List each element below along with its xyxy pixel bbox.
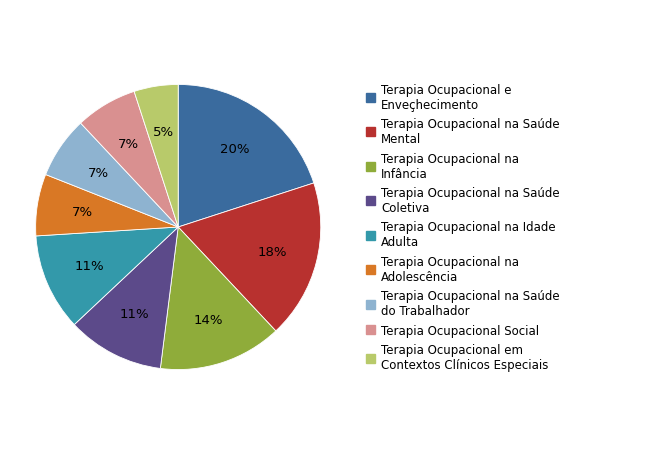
Legend: Terapia Ocupacional e
Enveçhecimento, Terapia Ocupacional na Saúde
Mental, Terap: Terapia Ocupacional e Enveçhecimento, Te… — [362, 80, 563, 375]
Text: 18%: 18% — [257, 245, 287, 258]
Wedge shape — [45, 124, 178, 228]
Wedge shape — [160, 228, 276, 370]
Text: 11%: 11% — [119, 307, 149, 320]
Text: 11%: 11% — [75, 259, 104, 273]
Text: 7%: 7% — [72, 206, 93, 219]
Wedge shape — [178, 85, 314, 228]
Wedge shape — [80, 92, 178, 228]
Wedge shape — [75, 228, 178, 369]
Wedge shape — [134, 85, 178, 228]
Text: 5%: 5% — [152, 126, 174, 138]
Wedge shape — [36, 228, 178, 325]
Text: 7%: 7% — [119, 138, 139, 151]
Wedge shape — [178, 183, 321, 331]
Text: 20%: 20% — [220, 143, 250, 156]
Text: 14%: 14% — [193, 313, 223, 326]
Text: 7%: 7% — [87, 167, 109, 180]
Wedge shape — [36, 175, 178, 237]
